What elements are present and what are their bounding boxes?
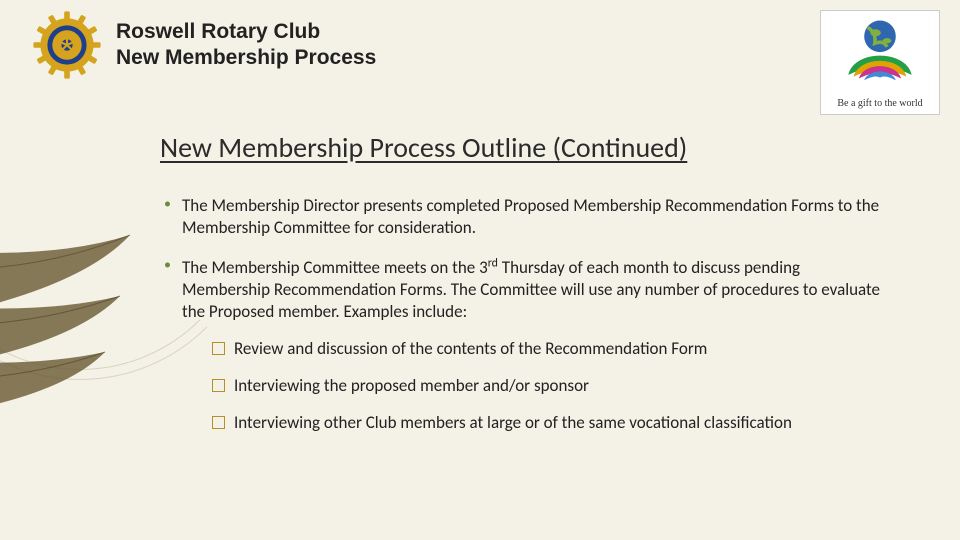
sub-list-item: Interviewing the proposed member and/or …	[210, 375, 880, 398]
list-item: The Membership Director presents complet…	[160, 195, 880, 240]
theme-graphic	[830, 17, 930, 89]
header-line1: Roswell Rotary Club	[116, 19, 376, 45]
theme-caption: Be a gift to the world	[825, 98, 935, 109]
decorative-leaves	[0, 210, 150, 490]
rotary-logo	[32, 10, 102, 80]
sub-bullet-text: Interviewing other Club members at large…	[234, 412, 792, 433]
bullet-list: The Membership Director presents complet…	[160, 195, 880, 435]
header-line2: New Membership Process	[116, 45, 376, 71]
sub-bullet-text: Review and discussion of the contents of…	[234, 338, 707, 359]
bullet-text: The Membership Director presents complet…	[182, 195, 879, 238]
theme-badge: Be a gift to the world	[820, 10, 940, 115]
header-title: Roswell Rotary Club New Membership Proce…	[116, 19, 376, 70]
sub-list-item: Review and discussion of the contents of…	[210, 338, 880, 361]
slide-title: New Membership Process Outline (Continue…	[160, 130, 880, 165]
sub-list: Review and discussion of the contents of…	[182, 338, 880, 435]
sub-bullet-text: Interviewing the proposed member and/or …	[234, 375, 589, 396]
list-item: The Membership Committee meets on the 3r…	[160, 256, 880, 435]
slide-content: New Membership Process Outline (Continue…	[160, 130, 880, 451]
sub-list-item: Interviewing other Club members at large…	[210, 412, 880, 435]
slide-header: Roswell Rotary Club New Membership Proce…	[32, 10, 376, 80]
bullet-text: The Membership Committee meets on the 3r…	[182, 257, 880, 323]
